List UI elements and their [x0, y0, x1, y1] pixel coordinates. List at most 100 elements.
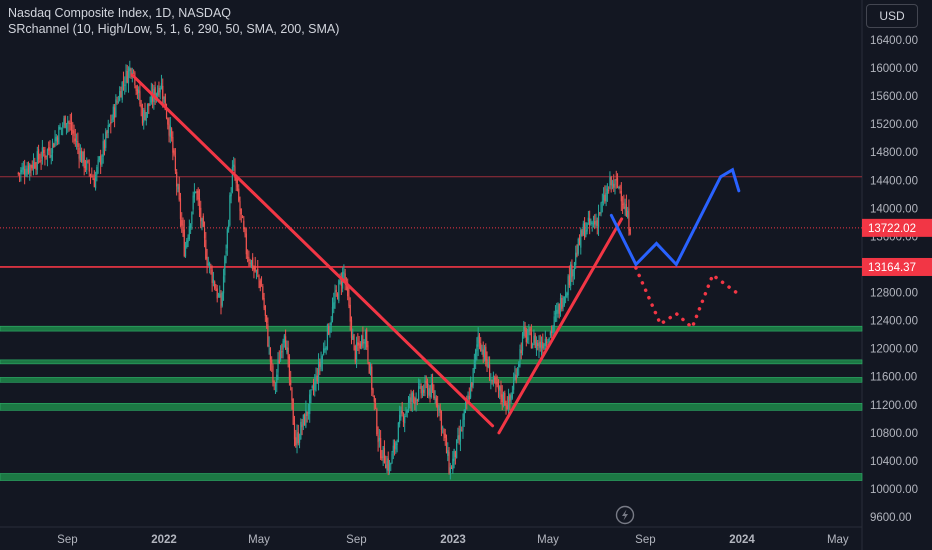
candle-body — [112, 106, 114, 120]
candle-body — [395, 441, 397, 450]
candle-body — [414, 398, 416, 404]
candle-body — [311, 386, 313, 388]
time-tick-label: Sep — [346, 534, 366, 546]
indicator-title[interactable]: SRchannel (10, High/Low, 5, 1, 6, 290, 5… — [8, 22, 340, 36]
candle-body — [200, 207, 202, 222]
support-zone — [0, 403, 863, 411]
candle-body — [274, 384, 277, 386]
candle-body — [93, 178, 95, 188]
candle-body — [229, 195, 231, 226]
candle-body — [507, 396, 510, 409]
candle-body — [169, 125, 171, 137]
candle-body — [92, 178, 94, 180]
candle-body — [235, 177, 237, 184]
candle-body — [162, 85, 164, 100]
time-axis[interactable]: Sep 2022 May Sep 2023 May Sep 2024 May — [57, 534, 849, 546]
candle-body — [528, 330, 530, 336]
time-tick-label: May — [827, 534, 849, 546]
candle-body — [267, 324, 269, 347]
candle-body — [399, 414, 401, 424]
candle-body — [178, 184, 180, 200]
candle-body — [376, 409, 378, 435]
candle-body — [513, 380, 515, 390]
candle-body — [481, 347, 483, 351]
candle-body — [214, 281, 216, 289]
candle-body — [557, 306, 559, 313]
candle-body — [388, 463, 391, 472]
candle-body — [521, 333, 524, 351]
candle-body — [567, 276, 569, 296]
candle-body — [83, 150, 85, 169]
candle-body — [359, 343, 361, 349]
candle-body — [306, 411, 308, 416]
candle-body — [130, 68, 132, 76]
drawings[interactable] — [130, 73, 741, 435]
candle-body — [209, 263, 211, 266]
candle-body — [404, 416, 406, 424]
candle-body — [177, 186, 179, 190]
candle-body — [140, 104, 142, 108]
candle-body — [331, 307, 334, 320]
candle-body — [392, 445, 394, 453]
candle-body — [534, 334, 536, 348]
price-axis[interactable]: 16400.00 16000.00 15600.00 15200.00 14800.00… — [870, 35, 918, 524]
candle-body — [595, 221, 597, 227]
candle-body — [255, 270, 258, 272]
candle-body — [410, 397, 412, 402]
candle-body — [563, 297, 565, 306]
currency-button[interactable]: USD — [866, 4, 918, 28]
candle-body — [467, 394, 469, 404]
price-tick-label: 16400.00 — [870, 35, 918, 47]
downtrend-line — [130, 73, 495, 428]
candle-body — [116, 101, 118, 103]
candle-body — [385, 464, 387, 469]
candle-body — [174, 155, 177, 171]
candle-body — [485, 346, 487, 361]
symbol-title[interactable]: Nasdaq Composite Index, 1D, NASDAQ — [8, 6, 232, 20]
candle-body — [82, 151, 84, 163]
candle-body — [234, 166, 236, 178]
candle-body — [589, 218, 591, 226]
candle-body — [59, 127, 61, 129]
candle-body — [561, 298, 563, 309]
candle-body — [369, 366, 372, 374]
candle-body — [516, 368, 519, 378]
candle-body — [72, 129, 74, 134]
candle-body — [224, 256, 226, 276]
candle-body — [539, 341, 541, 348]
chart-legend[interactable]: Nasdaq Composite Index, 1D, NASDAQ SRcha… — [8, 5, 339, 37]
candle-body — [191, 212, 193, 224]
candle-body — [143, 109, 145, 123]
bearish-projection-path — [634, 266, 739, 331]
candle-body — [58, 126, 60, 145]
candle-body — [30, 165, 32, 168]
candle-body — [328, 326, 330, 335]
candle-body — [207, 263, 209, 266]
candle-body — [480, 343, 482, 352]
candle-body — [604, 194, 606, 202]
candle-body — [482, 349, 484, 357]
candle-body — [107, 124, 109, 134]
candle-body — [590, 221, 592, 224]
candle-body — [220, 295, 222, 309]
candle-body — [252, 257, 254, 270]
candle-body — [543, 344, 545, 350]
candle-body — [324, 348, 326, 351]
candle-body — [519, 349, 521, 366]
candle-body — [544, 338, 546, 347]
candle-body — [120, 91, 122, 98]
candle-body — [391, 453, 393, 464]
candle-body — [457, 435, 459, 440]
candle-body — [367, 345, 369, 361]
candle-body — [411, 392, 413, 403]
candle-body — [168, 124, 170, 136]
candle-body — [97, 159, 99, 165]
candle-body — [323, 348, 325, 355]
candle-body — [271, 359, 273, 365]
candle-body — [559, 298, 562, 313]
candle-body — [37, 149, 40, 160]
candle-body — [390, 463, 392, 465]
tradingview-logo-icon[interactable] — [615, 505, 635, 525]
price-tick-label: 10800.00 — [870, 428, 918, 440]
